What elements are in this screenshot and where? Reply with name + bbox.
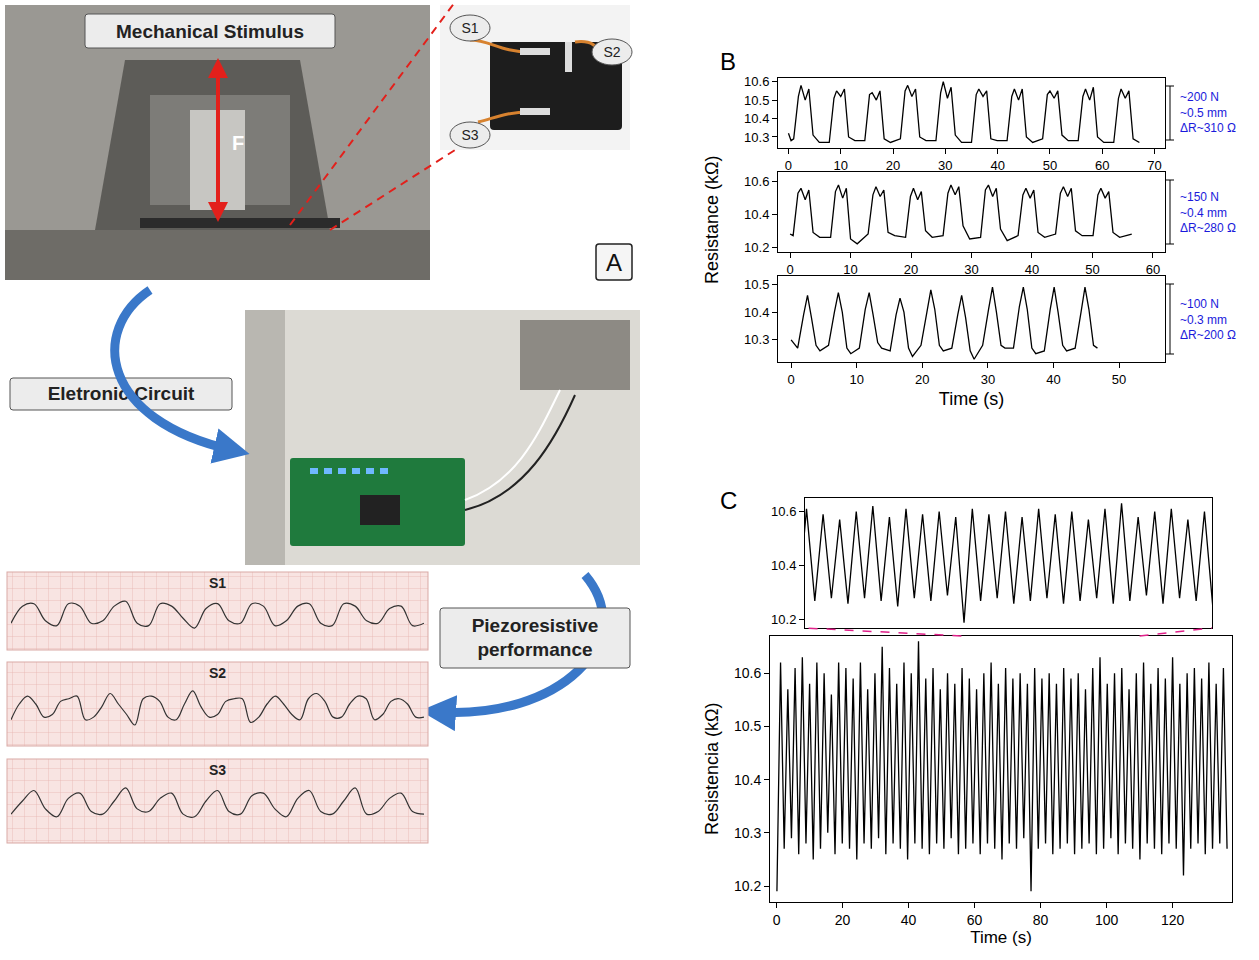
svg-text:Time (s): Time (s) bbox=[939, 389, 1004, 409]
svg-text:30: 30 bbox=[964, 262, 978, 277]
svg-text:50: 50 bbox=[1085, 262, 1099, 277]
svg-text:10.5: 10.5 bbox=[734, 718, 761, 734]
svg-text:~100 N~0.3 mmΔR~200 Ω: ~100 N~0.3 mmΔR~200 Ω bbox=[1180, 297, 1236, 342]
svg-text:0: 0 bbox=[788, 372, 795, 387]
svg-text:Piezoresistiveperformance: Piezoresistiveperformance bbox=[472, 615, 599, 660]
svg-text:10.4: 10.4 bbox=[744, 207, 769, 222]
svg-text:~200 N~0.5 mmΔR~310 Ω: ~200 N~0.5 mmΔR~310 Ω bbox=[1180, 90, 1236, 135]
svg-text:70: 70 bbox=[1147, 158, 1161, 173]
svg-text:60: 60 bbox=[1146, 262, 1160, 277]
svg-text:40: 40 bbox=[990, 158, 1004, 173]
svg-text:30: 30 bbox=[981, 372, 995, 387]
svg-text:Eletronic Circuit: Eletronic Circuit bbox=[47, 383, 195, 404]
svg-text:C: C bbox=[720, 487, 737, 514]
svg-text:10.2: 10.2 bbox=[771, 612, 796, 627]
svg-text:Resistencia (kΩ): Resistencia (kΩ) bbox=[702, 703, 722, 836]
svg-text:120: 120 bbox=[1161, 912, 1185, 928]
svg-text:10.3: 10.3 bbox=[744, 332, 769, 347]
svg-text:10.4: 10.4 bbox=[744, 111, 769, 126]
svg-text:F: F bbox=[232, 132, 244, 154]
svg-text:Mechanical Stimulus: Mechanical Stimulus bbox=[116, 21, 304, 42]
svg-text:10.2: 10.2 bbox=[734, 878, 761, 894]
svg-text:10.3: 10.3 bbox=[744, 130, 769, 145]
svg-text:80: 80 bbox=[1033, 912, 1049, 928]
svg-text:~150 N~0.4 mmΔR~280 Ω: ~150 N~0.4 mmΔR~280 Ω bbox=[1180, 190, 1236, 235]
svg-text:10: 10 bbox=[843, 262, 857, 277]
svg-text:40: 40 bbox=[901, 912, 917, 928]
svg-text:10.5: 10.5 bbox=[744, 277, 769, 292]
svg-text:60: 60 bbox=[967, 912, 983, 928]
svg-text:10.6: 10.6 bbox=[771, 504, 796, 519]
svg-text:20: 20 bbox=[915, 372, 929, 387]
svg-text:10.5: 10.5 bbox=[744, 93, 769, 108]
svg-text:50: 50 bbox=[1043, 158, 1057, 173]
svg-text:30: 30 bbox=[938, 158, 952, 173]
svg-text:Time (s): Time (s) bbox=[970, 928, 1032, 947]
svg-text:S1: S1 bbox=[209, 575, 226, 591]
svg-text:40: 40 bbox=[1025, 262, 1039, 277]
svg-text:10.4: 10.4 bbox=[734, 772, 761, 788]
svg-text:10: 10 bbox=[834, 158, 848, 173]
svg-text:Resistance (kΩ): Resistance (kΩ) bbox=[702, 156, 722, 285]
svg-text:S2: S2 bbox=[603, 44, 620, 60]
svg-text:0: 0 bbox=[785, 158, 792, 173]
svg-text:100: 100 bbox=[1095, 912, 1119, 928]
svg-text:B: B bbox=[720, 48, 736, 75]
svg-text:20: 20 bbox=[886, 158, 900, 173]
svg-text:A: A bbox=[606, 249, 622, 276]
svg-text:10.4: 10.4 bbox=[744, 305, 769, 320]
svg-text:20: 20 bbox=[835, 912, 851, 928]
svg-text:20: 20 bbox=[904, 262, 918, 277]
svg-text:10.2: 10.2 bbox=[744, 240, 769, 255]
svg-text:10.6: 10.6 bbox=[744, 74, 769, 89]
svg-text:60: 60 bbox=[1095, 158, 1109, 173]
svg-text:40: 40 bbox=[1046, 372, 1060, 387]
svg-text:S2: S2 bbox=[209, 665, 226, 681]
svg-text:S3: S3 bbox=[209, 762, 226, 778]
svg-text:0: 0 bbox=[773, 912, 781, 928]
svg-text:50: 50 bbox=[1112, 372, 1126, 387]
svg-text:S1: S1 bbox=[461, 20, 478, 36]
svg-text:10.6: 10.6 bbox=[734, 665, 761, 681]
svg-text:0: 0 bbox=[786, 262, 793, 277]
svg-text:10.4: 10.4 bbox=[771, 558, 796, 573]
svg-text:10: 10 bbox=[849, 372, 863, 387]
svg-text:S3: S3 bbox=[461, 127, 478, 143]
svg-text:10.3: 10.3 bbox=[734, 825, 761, 841]
svg-text:10.6: 10.6 bbox=[744, 174, 769, 189]
